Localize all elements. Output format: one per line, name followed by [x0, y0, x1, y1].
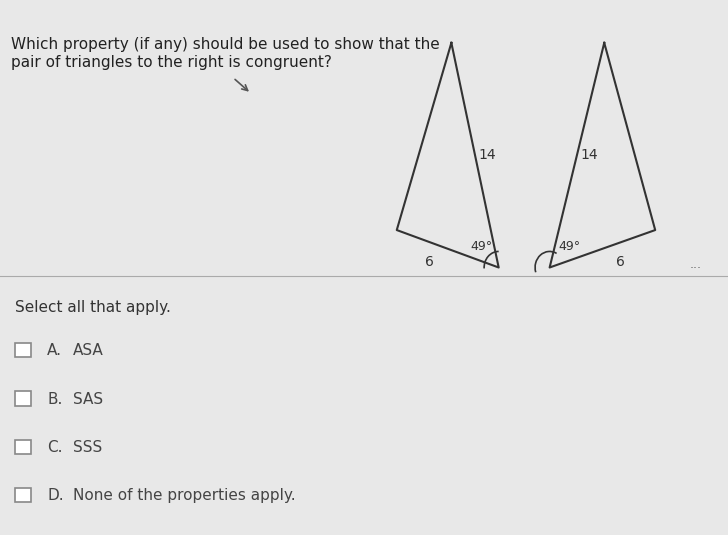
Text: Which property (if any) should be used to show that the
pair of triangles to the: Which property (if any) should be used t…	[11, 37, 440, 70]
Text: A.: A.	[47, 343, 63, 358]
FancyBboxPatch shape	[15, 343, 31, 357]
Text: ...: ...	[689, 258, 701, 271]
Text: 6: 6	[616, 255, 625, 269]
Text: 49°: 49°	[471, 240, 493, 253]
Text: 49°: 49°	[558, 240, 580, 253]
Text: C.: C.	[47, 440, 63, 455]
Text: 14: 14	[581, 148, 598, 162]
Text: Select all that apply.: Select all that apply.	[15, 300, 170, 315]
Text: SSS: SSS	[73, 440, 102, 455]
Text: 14: 14	[479, 148, 496, 162]
Text: D.: D.	[47, 488, 64, 503]
FancyBboxPatch shape	[15, 488, 31, 502]
Text: ASA: ASA	[73, 343, 103, 358]
Text: B.: B.	[47, 392, 63, 407]
FancyBboxPatch shape	[15, 440, 31, 454]
Text: 6: 6	[425, 255, 434, 269]
Text: None of the properties apply.: None of the properties apply.	[73, 488, 296, 503]
FancyBboxPatch shape	[15, 392, 31, 406]
Text: SAS: SAS	[73, 392, 103, 407]
